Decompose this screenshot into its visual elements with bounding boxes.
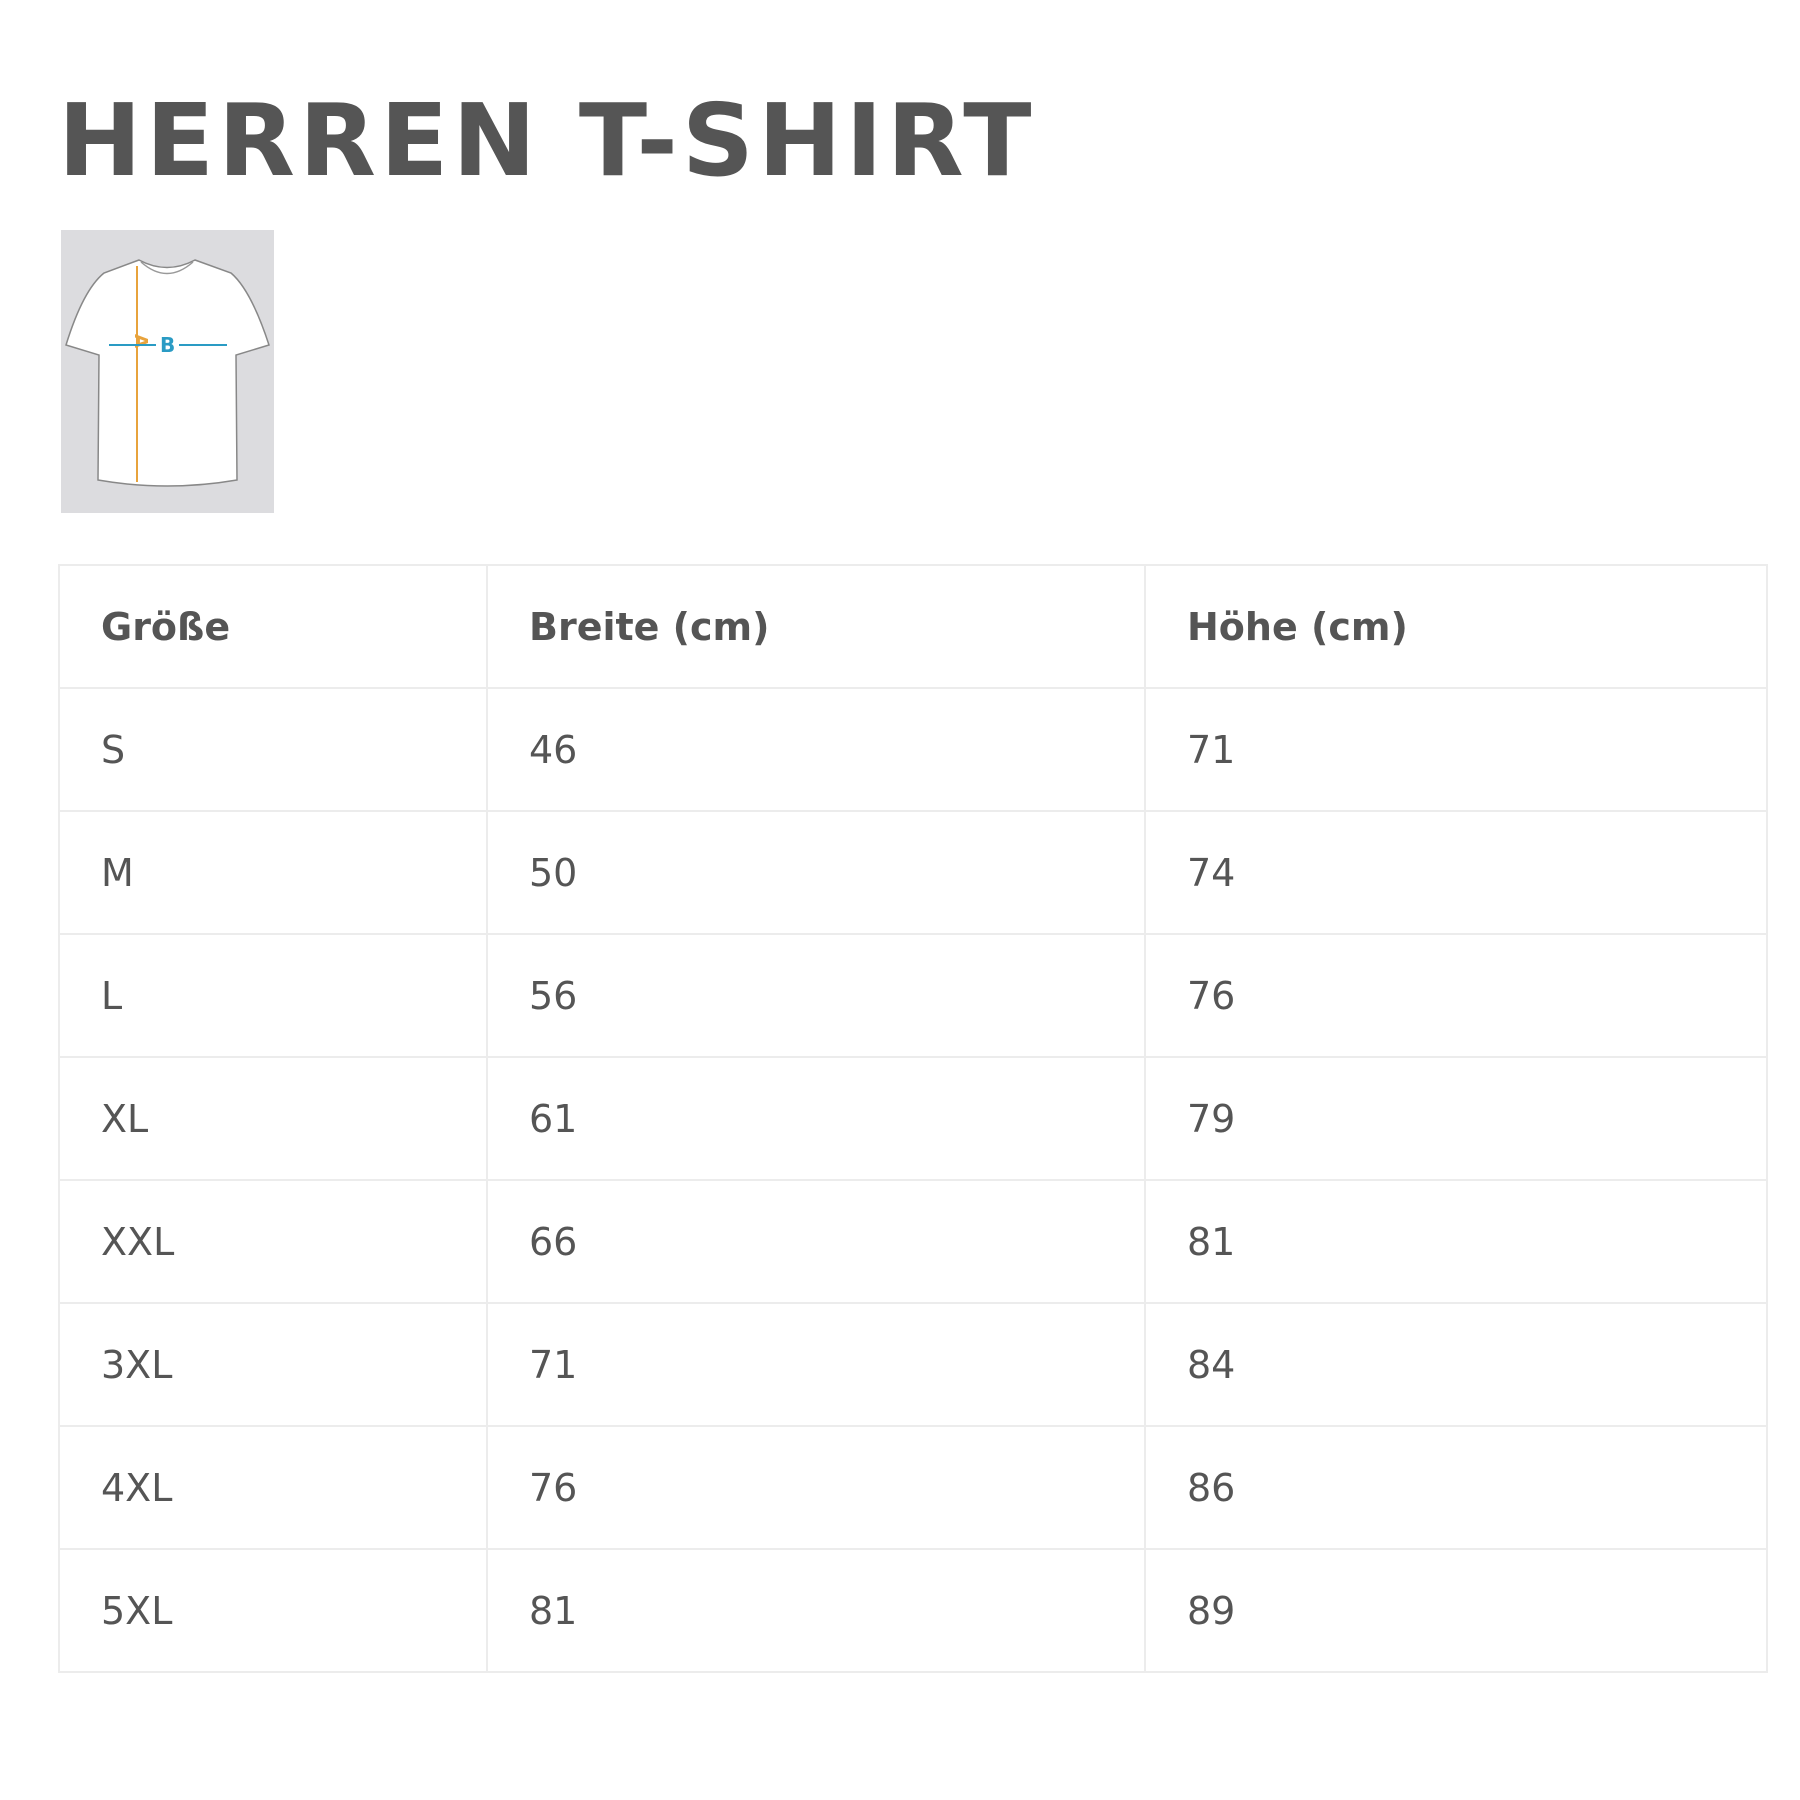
cell-size: XL [58,1056,488,1181]
header-width: Breite (cm) [486,564,1146,689]
cell-height: 84 [1144,1302,1768,1427]
cell-size: L [58,933,488,1058]
cell-height: 89 [1144,1548,1768,1673]
cell-width: 61 [486,1056,1146,1181]
table-row: M 50 74 [58,810,1768,935]
cell-height: 74 [1144,810,1768,935]
cell-width: 50 [486,810,1146,935]
cell-width: 56 [486,933,1146,1058]
cell-width: 71 [486,1302,1146,1427]
cell-height: 71 [1144,687,1768,812]
table-row: XXL 66 81 [58,1179,1768,1304]
table-header-row: Größe Breite (cm) Höhe (cm) [58,564,1768,689]
table-row: 4XL 76 86 [58,1425,1768,1550]
table-row: 3XL 71 84 [58,1302,1768,1427]
page-title: HERREN T-SHIRT [58,82,1036,199]
cell-width: 46 [486,687,1146,812]
cell-size: M [58,810,488,935]
cell-width: 76 [486,1425,1146,1550]
label-b: B [160,333,175,357]
cell-height: 79 [1144,1056,1768,1181]
table-row: S 46 71 [58,687,1768,812]
cell-size: 4XL [58,1425,488,1550]
cell-height: 76 [1144,933,1768,1058]
header-size: Größe [58,564,488,689]
cell-height: 86 [1144,1425,1768,1550]
cell-height: 81 [1144,1179,1768,1304]
cell-size: XXL [58,1179,488,1304]
tshirt-measurement-diagram: A B [61,230,274,513]
cell-width: 81 [486,1548,1146,1673]
cell-width: 66 [486,1179,1146,1304]
cell-size: S [58,687,488,812]
table-row: 5XL 81 89 [58,1548,1768,1673]
cell-size: 5XL [58,1548,488,1673]
header-height: Höhe (cm) [1144,564,1768,689]
table-row: XL 61 79 [58,1056,1768,1181]
size-table: Größe Breite (cm) Höhe (cm) S 46 71 M 50 74 L 5… [58,564,1768,1673]
cell-size: 3XL [58,1302,488,1427]
table-row: L 56 76 [58,933,1768,1058]
